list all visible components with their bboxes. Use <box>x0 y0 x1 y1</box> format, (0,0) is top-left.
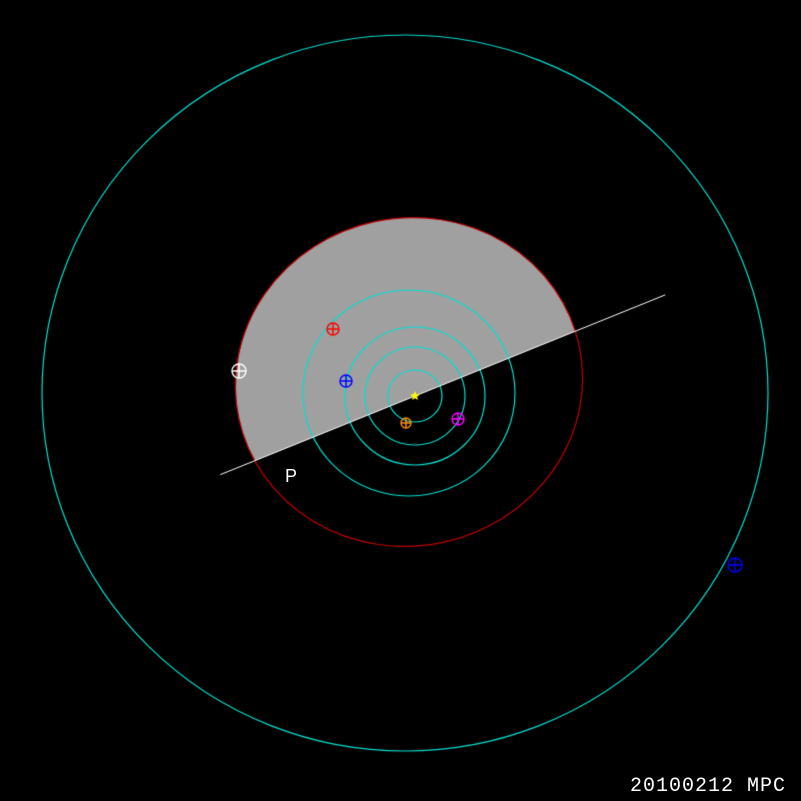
footer-credit: 20100212 MPC <box>630 775 786 798</box>
perihelion-label: P <box>285 466 297 487</box>
orbit-diagram <box>0 0 801 801</box>
